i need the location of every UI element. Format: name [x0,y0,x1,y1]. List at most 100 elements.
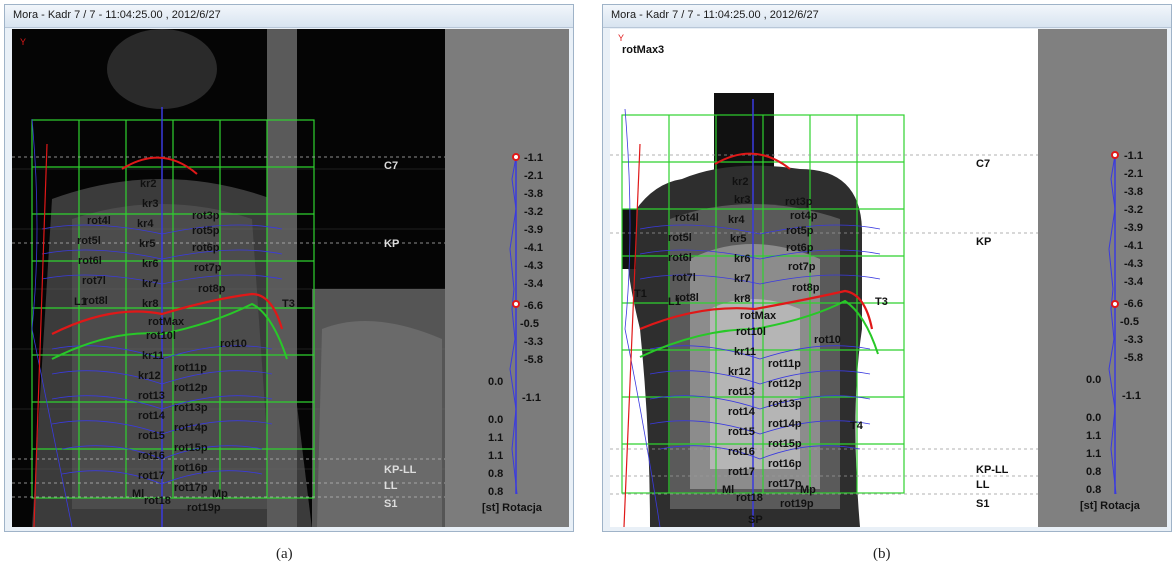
plot-label: kr8 [142,298,159,310]
plot-label: -6.6 [524,300,543,312]
plot-label: 0.8 [1086,484,1101,496]
plot-label: kr8 [734,293,751,305]
plot-label: kr12 [138,370,161,382]
y-axis-label: Y [618,33,624,43]
plot-label: rotMax [740,310,777,322]
plot-label: 0.0 [1086,412,1101,424]
measurement-grid [31,119,315,499]
plot-label: kr7 [734,273,751,285]
plot-label: -2.1 [1124,168,1143,180]
plot-label: rot8l [675,292,699,304]
plot-label: rot17p [768,478,802,490]
plot-label: -3.2 [524,206,543,218]
plot-label: 0.8 [488,486,503,498]
plot-label: KP [384,238,399,250]
head-shape [107,29,217,109]
plot-label: Mp [800,484,816,496]
mora-window-b[interactable]: Mora - Kadr 7 / 7 - 11:04:25.00 , 2012/6… [602,4,1172,532]
rotation-marker-top [512,153,520,161]
plot-label: rot17p [174,482,208,494]
mora-window-a[interactable]: Mora - Kadr 7 / 7 - 11:04:25.00 , 2012/6… [4,4,574,532]
plot-label: kr4 [728,214,745,226]
plot-label: 1.1 [488,432,503,444]
pole-shape [267,29,297,527]
plot-label: T1 [634,288,647,300]
plot-label: kr3 [734,194,751,206]
plot-label: kr5 [730,233,747,245]
plot-label: rot16 [728,446,755,458]
rotation-panel-bg [1038,29,1167,527]
plot-label: kr6 [142,258,159,270]
plot-label: rot11p [768,358,801,370]
plot-label: -3.4 [524,278,544,290]
plot-label: -6.6 [1124,298,1143,310]
plot-label: -1.1 [1124,150,1143,162]
plot-label: 0.0 [488,414,503,426]
plot-label: [st] Rotacja [1080,500,1141,512]
plot-label: kr11 [142,350,164,362]
plot-label: rot10l [736,326,766,338]
rotation-line [509,156,518,495]
plot-label: rot10l [146,330,176,342]
plot-label: rotMax [148,316,185,328]
plot-label: 1.1 [1086,430,1101,442]
plot-label: S1 [384,498,397,510]
plot-label: L1 [668,296,681,308]
plot-label: rot18 [736,492,763,504]
window-titlebar[interactable]: Mora - Kadr 7 / 7 - 11:04:25.00 , 2012/6… [603,5,1171,28]
plot-label: rot14 [138,410,166,422]
plot-label: rot14p [768,418,802,430]
moire-plot: Y rotMax3 kr2 kr3 kr4 kr5 kr6 kr7 kr8 ro… [610,29,1167,527]
plot-label: rot10 [814,334,841,346]
plot-label: rot16 [138,450,165,462]
plot-label: rot5p [192,225,220,237]
topography-viewport[interactable]: Y kr2 kr3 kr4 kr5 kr6 kr7 kr8 rotMax rot… [12,29,569,527]
plot-label: -3.4 [1124,276,1144,288]
plot-label: kr2 [732,176,749,188]
window-titlebar[interactable]: Mora - Kadr 7 / 7 - 11:04:25.00 , 2012/6… [5,5,573,28]
plot-label: rot17 [138,470,165,482]
plot-label: LL [384,480,398,492]
plot-label: rot15p [768,438,802,450]
plot-label: rot10 [220,338,247,350]
topography-viewport[interactable]: Y rotMax3 kr2 kr3 kr4 kr5 kr6 kr7 kr8 ro… [610,29,1167,527]
window-title: Mora - Kadr 7 / 7 - 11:04:25.00 , 2012/6… [13,9,221,21]
shoulder-curve [714,152,791,170]
plot-label: -4.3 [1124,258,1143,270]
plot-label: -2.1 [524,170,543,182]
plot-label: Ml [722,484,734,496]
green-curve [51,302,288,360]
plot-label: rot19p [780,498,814,510]
moire-plot: Y kr2 kr3 kr4 kr5 kr6 kr7 kr8 rotMax rot… [12,29,569,527]
plot-label: -3.3 [1124,334,1143,346]
plot-label: rot11p [174,362,207,374]
plot-label: rot4p [790,210,818,222]
plot-label: -3.2 [1124,204,1143,216]
rotation-marker-mid [512,300,520,308]
plot-label: rot13 [138,390,165,402]
plot-label: kr3 [142,198,159,210]
plot-label: T3 [875,296,888,308]
plot-label: rot8p [198,283,226,295]
plot-label: 0.8 [1086,466,1101,478]
plot-label: -5.8 [1124,352,1143,364]
plot-label: rot4l [87,215,111,227]
red-curve [639,289,874,331]
y-axis-label: Y [20,37,26,47]
plot-label: kr5 [139,238,156,250]
plot-label: rot6l [668,252,692,264]
rotation-panel-bg [445,29,569,527]
plot-label: rot6p [192,242,220,254]
plot-label: KP-LL [976,464,1009,476]
plot-label: kr7 [142,278,159,290]
plot-label: rot7l [672,272,696,284]
plot-label: rot5p [786,225,814,237]
plot-label: rot4l [675,212,699,224]
plot-label: kr4 [137,218,154,230]
plot-label: rot17 [728,466,755,478]
plot-label: C7 [384,160,398,172]
plot-label: rot15 [138,430,165,442]
figure-caption-b: (b) [873,546,891,562]
rotation-marker-top [1111,151,1119,159]
green-curve [639,299,879,358]
